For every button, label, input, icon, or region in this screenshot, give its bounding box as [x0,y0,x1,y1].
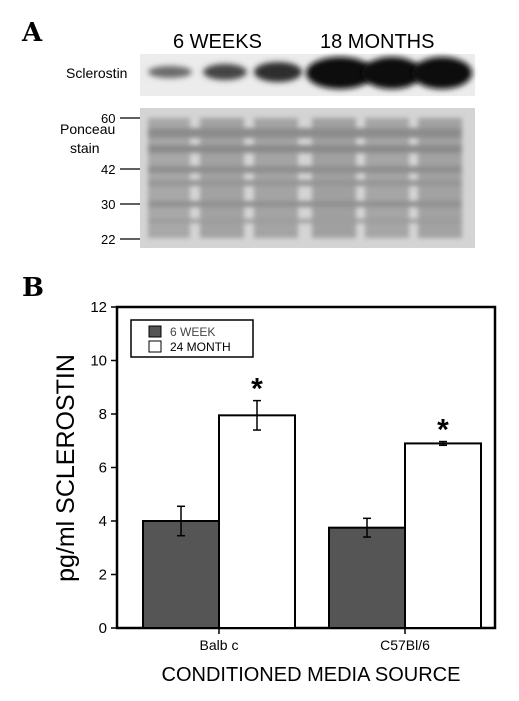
significance-star-0: * [251,373,263,406]
y-tick-label-6: 6 [99,460,107,477]
mw-marker-22: 22 [101,232,116,247]
band-lane-1 [148,66,192,78]
y-tick-label-0: 0 [99,620,107,637]
y-axis-title: pg/ml SCLEROSTIN [52,354,80,582]
legend: 6 WEEK 24 MONTH [130,319,254,358]
band-lane-4 [306,57,374,89]
sclerostin-blot [140,54,475,96]
mw-marker-42: 42 [101,162,116,177]
bar-6-week-1 [328,526,406,629]
band-lane-3 [254,62,302,82]
band-lane-5 [362,57,422,89]
sclerostin-band-label: Sclerostin [66,65,128,81]
ponceau-stain-membrane [120,108,475,248]
bar-24-month-0 [218,414,296,629]
bar-6-week-0 [142,520,220,629]
band-lane-2 [203,64,247,80]
x-tick-label: C57Bl/6 [380,637,430,653]
panel-a-letter: A [22,18,43,48]
x-axis-title: CONDITIONED MEDIA SOURCE [162,664,461,686]
legend-label-6-week: 6 WEEK [170,325,215,339]
panel-b-letter: B [22,273,44,303]
y-tick-label-10: 10 [90,353,107,370]
ponceau-label-line2: stain [70,140,100,156]
ponceau-label-line1: Ponceau [60,121,116,137]
bars: ** [142,373,482,629]
y-tick-label-2: 2 [99,567,107,584]
bar-24-month-1 [404,442,482,629]
band-lane-6 [412,57,472,89]
y-tick-label-12: 12 [90,299,107,316]
y-tick-label-4: 4 [99,513,107,530]
x-axis: Balb c C57Bl/6 [200,628,430,653]
legend-swatch-6-week [148,325,162,338]
y-axis: 0 2 4 6 8 10 12 [90,299,117,637]
group-label-6-weeks: 6 WEEKS [173,31,262,53]
y-tick-label-8: 8 [99,406,107,423]
x-tick-label: Balb c [200,637,239,653]
group-label-18-months: 18 MONTHS [320,31,435,53]
legend-label-24-month: 24 MONTH [170,340,231,354]
significance-star-1: * [437,414,449,447]
legend-swatch-24-month [148,340,162,353]
mw-marker-30: 30 [101,197,116,212]
mw-marker-60: 60 [101,111,116,126]
